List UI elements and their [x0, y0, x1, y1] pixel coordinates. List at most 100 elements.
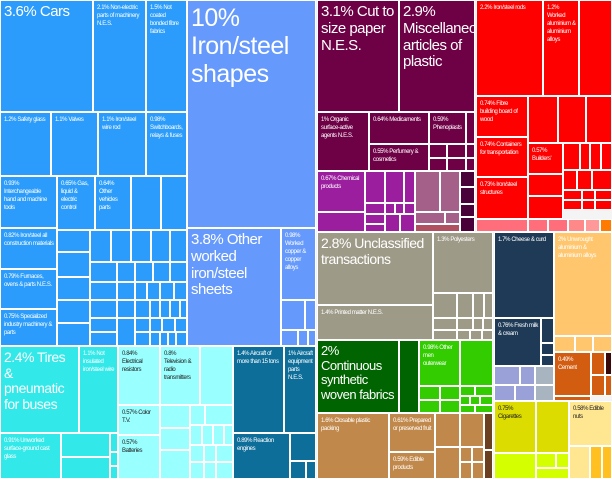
treemap-cell[interactable] [117, 300, 135, 318]
treemap-cell-color-t-v[interactable]: 0.57% Color T.V. [118, 405, 160, 435]
treemap-cell[interactable] [61, 433, 110, 457]
treemap-cell[interactable] [460, 340, 493, 386]
treemap-cell[interactable] [400, 214, 415, 232]
treemap-cell[interactable] [170, 262, 187, 282]
treemap-cell[interactable] [484, 450, 493, 479]
treemap-cell[interactable] [204, 462, 216, 479]
treemap-cell[interactable] [433, 318, 457, 330]
treemap-cell[interactable] [433, 330, 457, 340]
treemap-cell-builders[interactable]: 0.57% Builders' [528, 143, 563, 174]
treemap-cell[interactable] [385, 214, 400, 232]
treemap-cell-chemical-products[interactable]: 0.67% Chemical products [317, 171, 365, 212]
treemap-cell-phenoplasts[interactable]: 0.59% Phenoplasts [429, 112, 466, 144]
treemap-cell[interactable] [460, 187, 475, 204]
treemap-cell[interactable] [483, 318, 493, 330]
treemap-cell[interactable] [568, 219, 585, 232]
treemap-cell[interactable] [595, 190, 612, 200]
treemap-cell[interactable] [520, 366, 535, 385]
treemap-cell-not-coated-bonded-fibre-fabrics[interactable]: 1.5% Not coated bonded fibre fabrics [146, 0, 187, 112]
treemap-cell[interactable] [466, 144, 475, 158]
treemap-cell-worked-aluminium-aluminium-alloys[interactable]: 1.2% Worked aluminium & aluminium alloys [543, 0, 579, 96]
treemap-cell[interactable] [460, 171, 475, 187]
treemap-cell-prepared-or-preserved-fruit[interactable]: 0.61% Prepared or preserved fruit [389, 413, 435, 452]
treemap-cell[interactable] [419, 400, 440, 413]
treemap-cell[interactable] [480, 396, 493, 405]
treemap-cell[interactable] [170, 300, 180, 318]
treemap-cell-not-insulated-iron-steel-wire[interactable]: 1.1% Not insulated iron/steel wire [79, 346, 118, 433]
treemap-cell-specialized-industry-machinery-parts[interactable]: 0.75% Specialized industry machinery & p… [0, 309, 57, 346]
treemap-cell[interactable] [415, 224, 460, 232]
treemap-cell[interactable] [365, 224, 385, 232]
treemap-cell[interactable] [473, 318, 483, 330]
treemap-cell[interactable] [460, 413, 484, 447]
treemap-cell[interactable] [135, 262, 153, 282]
treemap-cell-other-worked-iron-steel-sheets[interactable]: 3.8% Other worked iron/steel sheets [187, 228, 281, 346]
treemap-cell[interactable] [592, 170, 612, 190]
treemap-cell[interactable] [57, 323, 90, 346]
treemap-cell-cigarettes[interactable]: 0.75% Cigarettes [494, 401, 536, 453]
treemap-cell-polyesters[interactable]: 1.3% Polyesters [433, 232, 493, 293]
treemap-cell[interactable] [457, 330, 470, 340]
treemap-cell-iron-steel-wire-rod[interactable]: 1.1% Iron/steel wire rod [98, 112, 146, 176]
treemap-cell-interchangeable-hand-and-machine-tools[interactable]: 0.93% Interchangeable hand and machine t… [0, 176, 57, 228]
treemap-cell[interactable] [541, 343, 554, 355]
treemap-cell[interactable] [90, 282, 117, 300]
treemap-cell[interactable] [160, 332, 168, 346]
treemap-cell[interactable] [569, 446, 590, 479]
treemap-cell[interactable] [447, 158, 466, 171]
treemap-cell-iron-steel-all-construction-materials[interactable]: 0.82% Iron/steel all construction materi… [0, 228, 57, 269]
treemap-cell[interactable] [460, 217, 475, 232]
treemap-cell-switchboards-relays-fuses[interactable]: 0.98% Switchboards, relays & fuses [146, 112, 187, 176]
treemap-cell-electrical-resistors[interactable]: 0.84% Electrical resistors [118, 346, 160, 405]
treemap-cell[interactable] [556, 453, 569, 468]
treemap-cell[interactable] [174, 282, 187, 300]
treemap-cell[interactable] [472, 447, 484, 462]
treemap-cell[interactable] [135, 282, 147, 300]
treemap-cell[interactable] [135, 300, 150, 318]
treemap-cell[interactable] [306, 461, 316, 479]
treemap-cell-other-vehicles-parts[interactable]: 0.64% Other vehicles parts [95, 176, 131, 230]
treemap-cell[interactable] [433, 293, 457, 318]
treemap-cell[interactable] [575, 336, 593, 352]
treemap-cell[interactable] [435, 413, 460, 447]
treemap-cell[interactable] [600, 219, 612, 232]
treemap-cell[interactable] [131, 230, 151, 262]
treemap-cell[interactable] [202, 425, 213, 445]
treemap-cell[interactable] [447, 144, 466, 158]
treemap-cell[interactable] [111, 230, 131, 262]
treemap-cell[interactable] [536, 401, 569, 453]
treemap-cell[interactable] [150, 318, 162, 332]
treemap-cell-unwrought-aluminium-aluminium-alloys[interactable]: 2% Unwrought aluminium & aluminium alloy… [554, 232, 612, 336]
treemap-cell[interactable] [150, 300, 160, 318]
treemap-cell[interactable] [558, 96, 586, 143]
treemap-cell[interactable] [365, 171, 385, 203]
treemap-cell[interactable] [57, 230, 90, 252]
treemap-cell-fibre-building-board-of-wood[interactable]: 0.74% Fibre building board of wood [476, 96, 528, 137]
treemap-cell[interactable] [224, 425, 233, 445]
treemap-cell[interactable] [281, 300, 305, 330]
treemap-cell[interactable] [216, 445, 233, 462]
treemap-cell-containers-for-transportation[interactable]: 0.74% Containers for transportation [476, 137, 528, 177]
treemap-cell[interactable] [457, 293, 473, 318]
treemap-cell[interactable] [460, 447, 472, 462]
treemap-cell[interactable] [585, 219, 600, 232]
treemap-cell[interactable] [579, 0, 612, 96]
treemap-cell[interactable] [150, 332, 160, 346]
treemap-cell[interactable] [593, 336, 612, 352]
treemap-cell[interactable] [110, 433, 118, 452]
treemap-cell[interactable] [117, 262, 135, 282]
treemap-cell-aircraft-of-more-than-15-tons[interactable]: 1.4% Aircraft of more than 15 tons [233, 346, 284, 433]
treemap-cell[interactable] [582, 200, 595, 210]
treemap-cell[interactable] [541, 318, 554, 343]
treemap-cell[interactable] [317, 212, 365, 232]
treemap-cell[interactable] [160, 428, 190, 450]
treemap-cell[interactable] [204, 445, 216, 462]
treemap-cell[interactable] [595, 200, 612, 210]
treemap-cell-aircraft-equipment-parts-n-e-s[interactable]: 1% Aircraft equipment parts N.E.S. [284, 346, 316, 433]
treemap-cell[interactable] [160, 282, 174, 300]
treemap-cell[interactable] [528, 219, 548, 232]
treemap-cell-television-radio-transmitters[interactable]: 0.8% Television & radio transmitters [160, 346, 200, 405]
treemap-cell[interactable] [601, 143, 612, 170]
treemap-cell[interactable] [440, 171, 460, 212]
treemap-cell-non-electric-parts-of-machinery-n-e-s[interactable]: 2.1% Non-electric parts of machinery N.E… [93, 0, 146, 112]
